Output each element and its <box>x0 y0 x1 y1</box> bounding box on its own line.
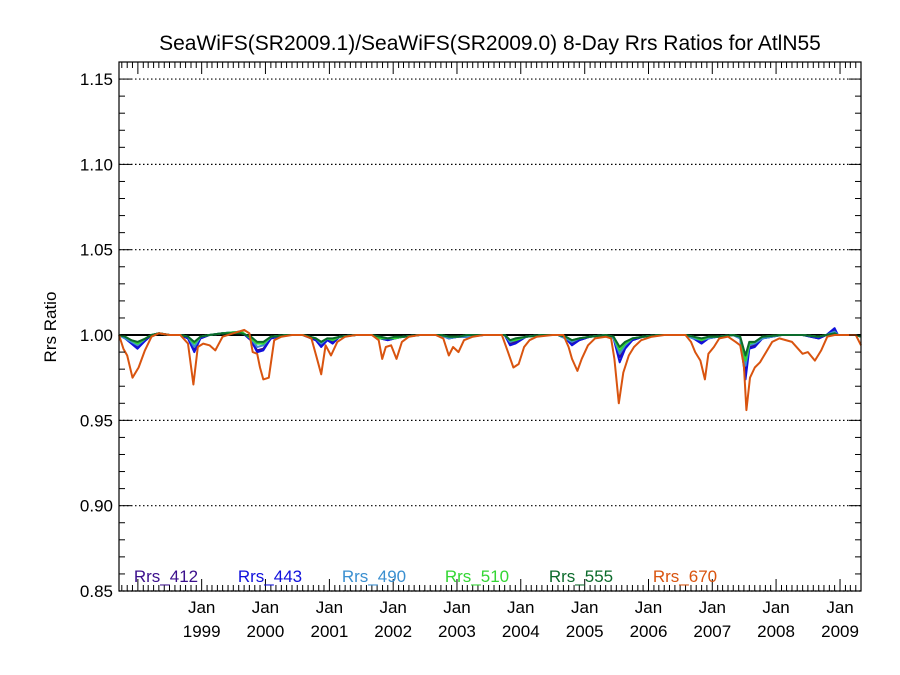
x-tick-label-year: 2005 <box>566 622 604 641</box>
x-tick-label-year: 2007 <box>693 622 731 641</box>
y-tick-label: 0.95 <box>80 411 113 430</box>
x-tick-label-year: 2003 <box>438 622 476 641</box>
x-tick-label-month: Jan <box>507 598 534 617</box>
x-tick-label-year: 2000 <box>247 622 285 641</box>
x-tick-label-month: Jan <box>635 598 662 617</box>
x-tick-label-year: 2006 <box>630 622 668 641</box>
y-tick-label: 1.15 <box>80 70 113 89</box>
x-tick-label-month: Jan <box>826 598 853 617</box>
x-tick-label-year: 2001 <box>310 622 348 641</box>
x-axis: Jan 1999 Jan 2000 Jan 2001 Jan 2002 Jan 2003 Jan 20… <box>121 62 862 641</box>
y-axis-label: Rrs Ratio <box>41 292 60 363</box>
y-tick-label: 1.10 <box>80 155 113 174</box>
x-tick-label-year: 2002 <box>374 622 412 641</box>
chart-title: SeaWiFS(SR2009.1)/SeaWiFS(SR2009.0) 8-Da… <box>159 32 821 55</box>
x-tick-label-month: Jan <box>762 598 789 617</box>
x-tick-label-month: Jan <box>252 598 279 617</box>
legend-label-rrs-670: Rrs_670 <box>653 567 717 586</box>
y-tick-label: 1.00 <box>80 326 113 345</box>
x-tick-label-year: 1999 <box>183 622 221 641</box>
series-group <box>118 327 862 412</box>
y-tick-label: 0.85 <box>80 582 113 601</box>
legend: Rrs_412 Rrs_443 Rrs_490 Rrs_510 Rrs_555 Rrs_6… <box>134 567 717 586</box>
x-tick-label-month: Jan <box>316 598 343 617</box>
x-tick-label-month: Jan <box>699 598 726 617</box>
legend-label-rrs-510: Rrs_510 <box>445 567 509 586</box>
x-tick-label-month: Jan <box>188 598 215 617</box>
legend-label-rrs-555: Rrs_555 <box>549 567 613 586</box>
plot-frame <box>118 61 862 592</box>
legend-label-rrs-443: Rrs_443 <box>238 567 302 586</box>
x-tick-label-month: Jan <box>443 598 470 617</box>
legend-label-rrs-412: Rrs_412 <box>134 567 198 586</box>
x-tick-label-month: Jan <box>379 598 406 617</box>
x-tick-label-year: 2008 <box>757 622 795 641</box>
legend-label-rrs-490: Rrs_490 <box>342 567 406 586</box>
y-axis: 0.85 0.90 0.95 1.00 1.05 1.10 1.15 <box>80 61 861 601</box>
x-tick-label-year: 2009 <box>821 622 859 641</box>
x-tick-label-month: Jan <box>571 598 598 617</box>
y-tick-label: 0.90 <box>80 497 113 516</box>
series-line-rrs-670 <box>118 328 862 412</box>
y-tick-label: 1.05 <box>80 241 113 260</box>
x-tick-label-year: 2004 <box>502 622 540 641</box>
